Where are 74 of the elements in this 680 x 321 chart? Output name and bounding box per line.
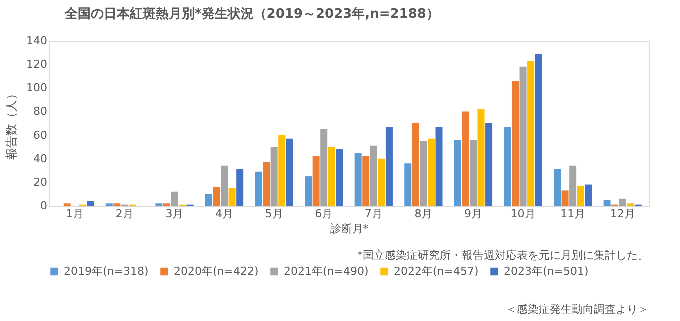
bar: [535, 54, 542, 206]
bar: [213, 187, 220, 206]
x-tick-label: 6月: [315, 208, 334, 220]
x-tick-label: 4月: [216, 208, 234, 220]
x-tick-label: 11月: [560, 208, 586, 220]
text: ＜感染症発生動向調査より＞: [506, 303, 649, 316]
bar: [585, 184, 592, 206]
y-tick-label: 20: [34, 176, 48, 189]
bar: [236, 169, 244, 206]
x-tick-label: 1月: [66, 208, 84, 220]
bar: [470, 140, 477, 206]
legend-label: 2021年(n=490): [284, 264, 369, 278]
x-axis-title: 診断月*: [330, 222, 370, 236]
y-tick-label: 80: [34, 105, 48, 118]
bar: [370, 146, 378, 206]
bar: [87, 201, 94, 206]
bar: [436, 127, 443, 206]
bar: [562, 190, 569, 206]
bar: [362, 156, 370, 206]
bar: [577, 186, 584, 206]
text: *国立感染症研究所・報告週対応表を元に月別に集計した。: [358, 249, 649, 262]
bar: [221, 166, 228, 206]
bar: [619, 198, 626, 206]
bar: [378, 158, 386, 206]
bar: [386, 127, 393, 206]
bar: [263, 162, 270, 206]
bar: [312, 156, 320, 206]
bar: [512, 81, 519, 206]
legend-label: 2022年(n=457): [394, 264, 479, 278]
legend-label: 2023年(n=501): [504, 264, 589, 278]
bar: [328, 147, 336, 206]
bar: [255, 172, 262, 206]
bar: [320, 129, 328, 206]
x-tick-label: 8月: [414, 208, 433, 220]
bar: [412, 124, 420, 206]
bar: [528, 61, 535, 206]
bar: [228, 188, 236, 206]
bar: [428, 138, 435, 206]
y-tick-label: 100: [26, 82, 48, 95]
bar: [570, 166, 577, 206]
bar: [420, 141, 428, 206]
bar: [336, 149, 344, 206]
x-tick-label: 10月: [510, 208, 536, 220]
y-tick-label: 60: [34, 128, 48, 142]
y-tick-label: 120: [26, 58, 48, 72]
x-tick-label: 3月: [166, 208, 184, 220]
bar: [454, 140, 462, 206]
x-tick-label: 12月: [610, 208, 636, 220]
bar: [286, 138, 294, 206]
x-tick-label: 7月: [364, 208, 383, 220]
bar: [462, 112, 470, 206]
bar: [278, 135, 286, 206]
bar: [478, 109, 485, 206]
chart-title: 全国の日本紅斑熱月別*発生状況（2019～2023年,n=2188）: [64, 6, 440, 22]
y-tick-label: 140: [26, 34, 48, 48]
x-tick-label: 5月: [265, 208, 284, 220]
y-tick-label: 40: [34, 152, 48, 166]
bar: [504, 127, 512, 206]
x-tick-label: 9月: [464, 208, 482, 220]
bar: [305, 176, 312, 206]
bar: [270, 147, 278, 206]
bar: [171, 192, 178, 206]
bar: [604, 200, 611, 206]
x-tick-label: 2月: [116, 208, 134, 220]
bar: [404, 164, 412, 206]
y-axis-title: 報告数（人）: [4, 88, 19, 160]
legend-label: 2019年(n=318): [64, 264, 149, 278]
bar: [486, 124, 493, 206]
bar: [205, 194, 212, 206]
bar: [520, 66, 527, 206]
bar: [554, 169, 562, 206]
legend-label: 2020年(n=422): [174, 264, 259, 278]
bar: [354, 152, 362, 206]
y-tick-label: 0: [40, 200, 48, 212]
